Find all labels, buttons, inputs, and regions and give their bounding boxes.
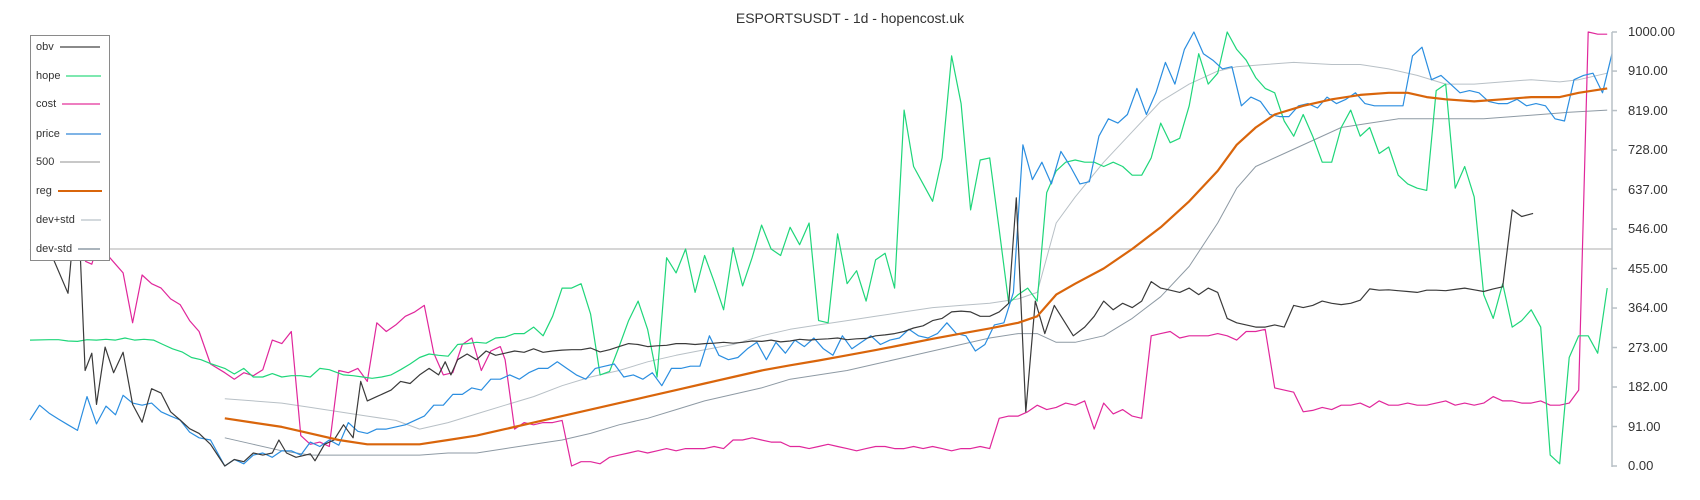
y-tick-label: 910.00 [1628, 63, 1668, 79]
price-line-swatch [65, 133, 101, 135]
y-tick-label: 273.00 [1628, 339, 1668, 355]
y-tick-label: 546.00 [1628, 221, 1668, 237]
series-cost-line [84, 31, 1608, 467]
legend-item-dev-plus-std[interactable]: dev+std [36, 213, 101, 227]
y-tick-label: 91.00 [1628, 418, 1661, 434]
dev-plus-std-line-swatch [80, 219, 101, 221]
obv-line-swatch [59, 46, 100, 48]
series-dev-std-line [224, 109, 1608, 456]
y-axis [1611, 31, 1617, 467]
reg-line-swatch [57, 190, 102, 192]
y-tick-label: 455.00 [1628, 260, 1668, 276]
legend-item-reg[interactable]: reg [36, 184, 102, 198]
legend-item-cost[interactable]: cost [36, 97, 101, 111]
series-hope-line [29, 31, 1608, 465]
legend-item-hope[interactable]: hope [36, 69, 102, 83]
y-tick-label: 728.00 [1628, 142, 1668, 158]
series-dev-plus-std-line [224, 61, 1608, 430]
legend-item-obv[interactable]: obv [36, 40, 100, 54]
series-obv-line [29, 187, 1534, 467]
500-line-swatch [60, 161, 101, 163]
y-tick-label: 364.00 [1628, 300, 1668, 316]
y-tick-label: 0.00 [1628, 458, 1654, 473]
y-tick-label: 182.00 [1628, 379, 1668, 394]
series-reg-line [224, 87, 1608, 446]
chart-title: ESPORTSUSDT - 1d - hopencost.uk [735, 10, 965, 26]
y-tick-label: 1000.00 [1628, 24, 1675, 39]
series-layer [29, 31, 1613, 467]
y-tick-label: 819.00 [1628, 102, 1668, 118]
legend[interactable]: obv hope cost price 500 reg dev+std dev-… [30, 35, 110, 261]
hope-line-swatch [66, 75, 102, 77]
legend-item-500[interactable]: 500 [36, 155, 101, 169]
legend-item-price[interactable]: price [36, 127, 101, 141]
dev-minus-std-line-swatch [78, 248, 101, 250]
legend-item-dev-minus-std[interactable]: dev-std [36, 242, 101, 256]
cost-line-swatch [62, 103, 101, 105]
y-tick-label: 637.00 [1628, 181, 1668, 197]
